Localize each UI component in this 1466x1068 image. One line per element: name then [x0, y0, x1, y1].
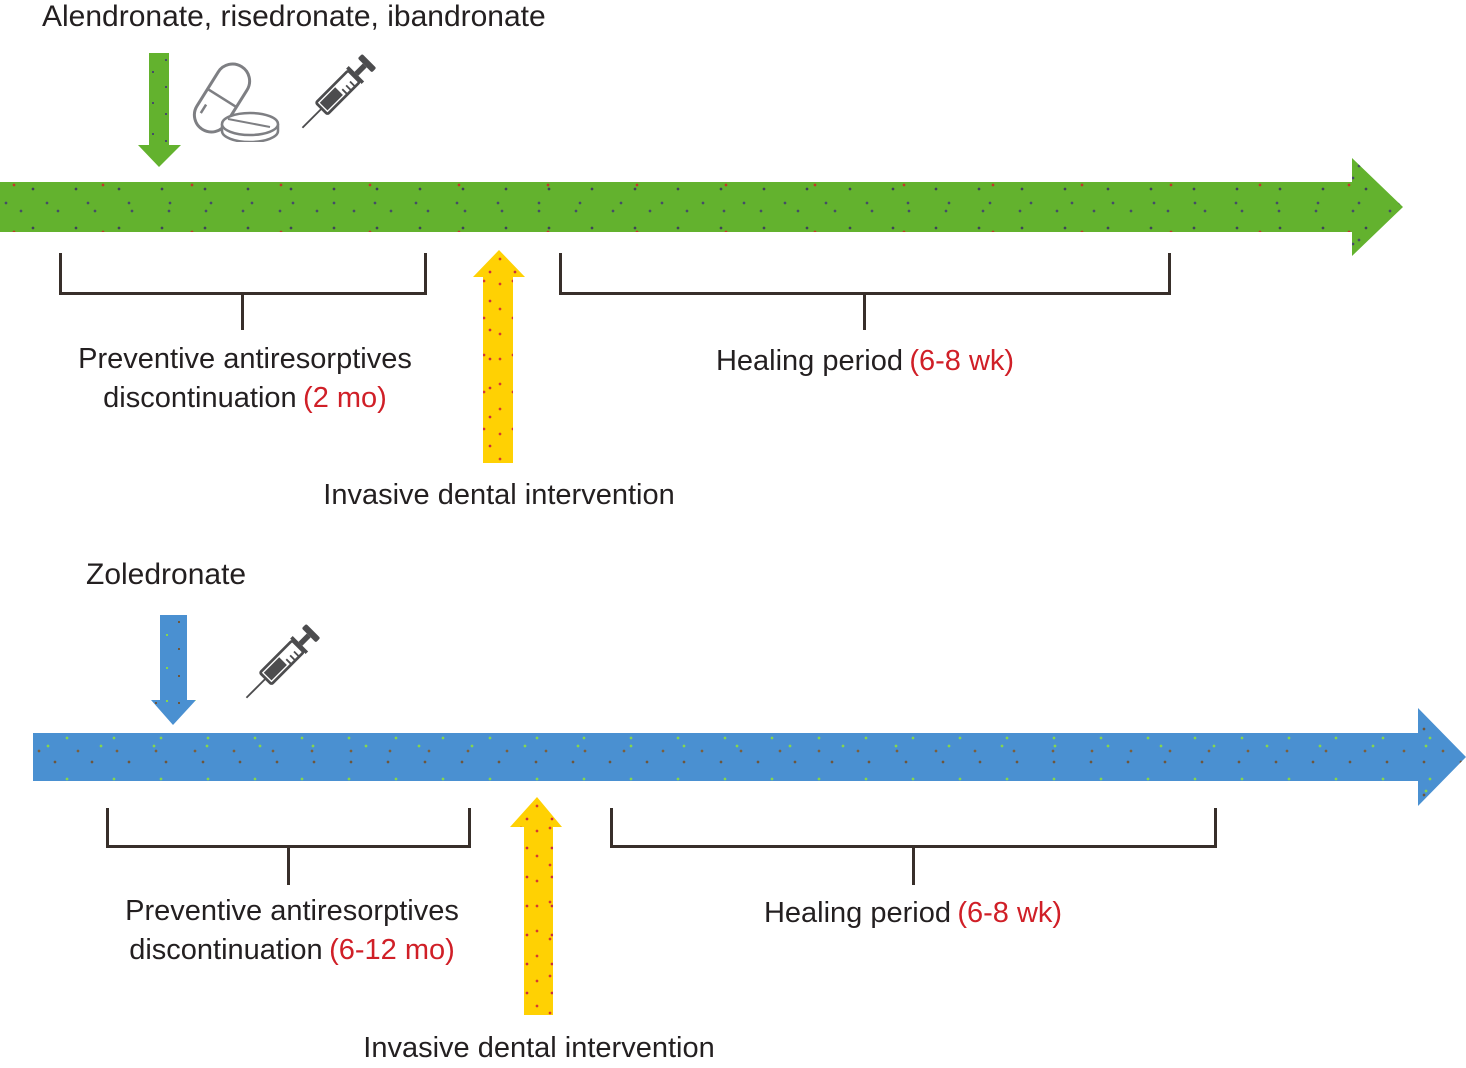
oral-administration-arrow-icon: [138, 53, 181, 167]
oral-discontinuation-label: Preventive antiresorptives discontinuati…: [78, 340, 412, 418]
iv-discontinuation-line2: discontinuation: [129, 934, 323, 966]
oral-drug-names-label: Alendronate, risedronate, ibandronate: [42, 0, 546, 33]
oral-discontinuation-duration: (2 mo): [303, 382, 387, 414]
iv-healing-duration: (6-8 wk): [957, 897, 1063, 929]
iv-intervention-label: Invasive dental intervention: [363, 1032, 715, 1064]
iv-timeline-arrow: [33, 708, 1466, 806]
syringe-icon: [301, 54, 376, 129]
syringe-icon: [245, 624, 320, 699]
iv-discontinuation-line1: Preventive antiresorptives: [125, 895, 459, 927]
oral-intervention-label: Invasive dental intervention: [323, 479, 675, 511]
oral-healing-text: Healing period: [715, 345, 903, 377]
oral-healing-label: Healing period (6-8 wk): [716, 342, 1014, 381]
iv-discontinuation-bracket-tick: [287, 845, 290, 885]
oral-discontinuation-bracket-tick: [241, 292, 244, 330]
iv-drug-name-label: Zoledronate: [86, 558, 247, 591]
iv-administration-arrow-icon: [151, 615, 196, 725]
iv-healing-text: Healing period: [763, 897, 951, 929]
oral-healing-bracket: [559, 253, 1171, 295]
iv-discontinuation-label: Preventive antiresorptives discontinuati…: [125, 892, 459, 970]
oral-healing-duration: (6-8 wk): [909, 345, 1015, 377]
iv-discontinuation-duration: (6-12 mo): [329, 934, 455, 966]
pill-icon: [192, 62, 280, 142]
oral-healing-bracket-tick: [863, 292, 866, 330]
oral-discontinuation-line2: discontinuation: [103, 382, 297, 414]
oral-discontinuation-bracket: [59, 253, 427, 295]
oral-discontinuation-line1: Preventive antiresorptives: [78, 343, 412, 375]
oral-timeline-arrow: [0, 158, 1403, 256]
oral-intervention-arrow-icon: [473, 250, 525, 463]
iv-discontinuation-bracket: [106, 808, 471, 848]
iv-healing-bracket-tick: [912, 845, 915, 885]
iv-healing-label: Healing period (6-8 wk): [764, 894, 1062, 933]
iv-healing-bracket: [610, 808, 1217, 848]
iv-intervention-arrow-icon: [510, 797, 562, 1015]
